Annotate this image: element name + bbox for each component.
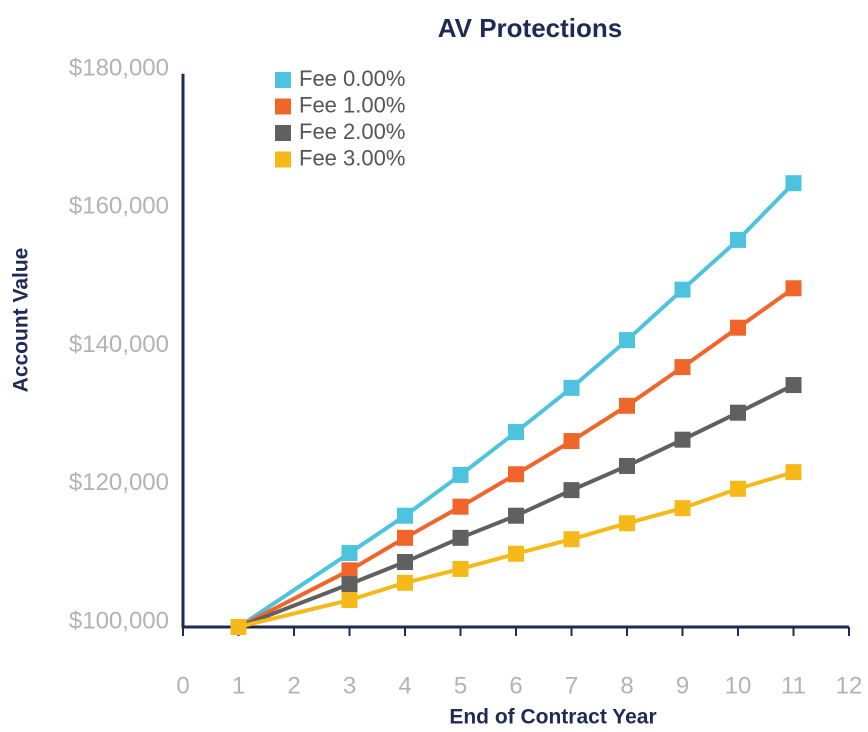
data-point <box>397 554 413 571</box>
legend-label: Fee 3.00% <box>299 145 405 170</box>
x-tick-label: 3 <box>343 672 356 699</box>
data-point <box>785 280 802 297</box>
data-point <box>785 377 802 394</box>
x-tick-label: 7 <box>565 672 578 699</box>
legend-label: Fee 1.00% <box>299 92 405 117</box>
data-point <box>785 175 802 192</box>
y-tick-label: $160,000 <box>69 193 169 220</box>
legend-label: Fee 2.00% <box>299 119 405 144</box>
data-point <box>341 576 358 593</box>
y-axis-title: Account Value <box>10 248 33 393</box>
data-point <box>452 560 469 577</box>
y-tick-label: $140,000 <box>69 331 169 358</box>
data-point <box>730 231 746 248</box>
y-tick-label: $100,000 <box>69 607 169 634</box>
data-point <box>674 281 691 298</box>
legend-label: Fee 0.00% <box>299 66 405 91</box>
data-point <box>452 498 469 515</box>
chart-title: AV Protections <box>438 13 622 43</box>
y-tick-label: $120,000 <box>69 469 169 496</box>
series-line <box>237 181 795 629</box>
x-tick-label: 12 <box>836 672 863 699</box>
data-point <box>563 482 580 499</box>
data-point <box>563 531 580 548</box>
data-point <box>730 319 746 336</box>
x-axis-title: End of Contract Year <box>449 706 656 729</box>
legend-swatch <box>275 125 291 141</box>
data-point <box>341 562 358 579</box>
series-line <box>237 286 795 629</box>
data-point <box>397 529 413 546</box>
data-point <box>619 457 635 474</box>
x-tick-label: 5 <box>454 672 467 699</box>
x-tick-label: 6 <box>509 672 522 699</box>
x-tick-label: 10 <box>725 672 752 699</box>
data-point <box>508 507 524 524</box>
data-point <box>452 529 469 546</box>
data-point <box>563 433 580 450</box>
data-point <box>619 332 635 349</box>
x-tick-label: 9 <box>676 672 689 699</box>
legend-swatch <box>275 151 291 168</box>
data-point <box>730 480 746 497</box>
data-point <box>508 545 524 562</box>
data-point <box>674 500 691 517</box>
x-tick-label: 4 <box>398 672 411 699</box>
y-tick-label: $180,000 <box>69 54 169 81</box>
data-point <box>341 592 358 609</box>
legend-swatch <box>275 98 291 115</box>
series-line <box>238 470 795 629</box>
data-point <box>563 379 580 396</box>
data-point <box>674 431 691 448</box>
legend-swatch <box>275 72 291 88</box>
data-point <box>674 359 691 376</box>
x-tick-label: 0 <box>176 672 189 699</box>
data-point <box>341 545 358 562</box>
x-tick-label: 1 <box>232 672 245 699</box>
data-point <box>230 619 247 635</box>
data-point <box>619 397 635 414</box>
data-point <box>397 574 413 591</box>
data-point <box>730 404 746 421</box>
data-point <box>397 507 413 524</box>
series-line <box>237 383 795 629</box>
data-point <box>619 515 635 532</box>
data-point <box>785 464 802 481</box>
x-tick-label: 11 <box>781 672 806 699</box>
x-tick-label: 8 <box>620 672 633 699</box>
data-point <box>452 466 469 483</box>
data-point <box>508 424 524 441</box>
data-point <box>508 466 524 483</box>
x-tick-label: 2 <box>287 672 300 699</box>
